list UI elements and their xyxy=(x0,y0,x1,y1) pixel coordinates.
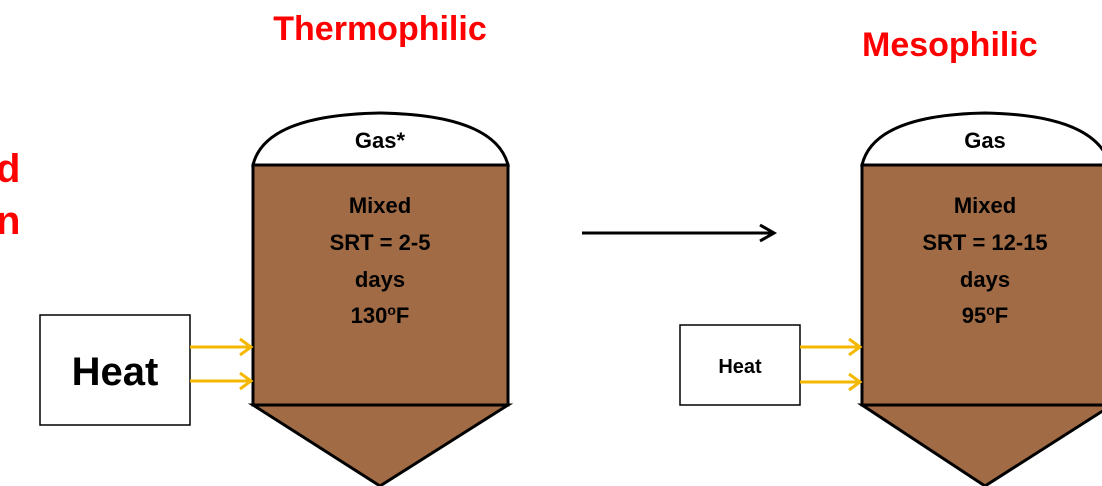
stage-title: Mesophilic xyxy=(862,26,1038,64)
srt-label: SRT = 2-5 xyxy=(330,230,431,255)
tank-cone xyxy=(856,403,1102,486)
dome xyxy=(251,111,510,167)
mix-label: Mixed xyxy=(954,193,1016,218)
heat-box xyxy=(39,314,191,426)
heat-label: Heat xyxy=(72,350,159,394)
left-text: d xyxy=(0,147,20,191)
srt-label: SRT = 12-15 xyxy=(922,230,1047,255)
tank-body xyxy=(251,163,510,407)
stage-title: Thermophilic xyxy=(273,10,486,48)
left-text: n xyxy=(0,199,20,243)
heat-arrows xyxy=(190,337,254,391)
temp-label: 95oF xyxy=(962,302,1009,328)
heat-arrows xyxy=(800,337,863,392)
tank-cone xyxy=(247,403,514,486)
days-label: days xyxy=(960,267,1010,292)
temp-label: 130oF xyxy=(351,302,410,328)
mix-label: Mixed xyxy=(349,193,411,218)
flow-arrow xyxy=(582,223,778,243)
tank-body xyxy=(860,163,1102,407)
dome xyxy=(860,111,1102,167)
heat-label: Heat xyxy=(718,356,762,378)
heat-box xyxy=(679,324,801,406)
days-label: days xyxy=(355,267,405,292)
gas-label: Gas* xyxy=(355,128,406,153)
gas-label: Gas xyxy=(964,128,1006,153)
